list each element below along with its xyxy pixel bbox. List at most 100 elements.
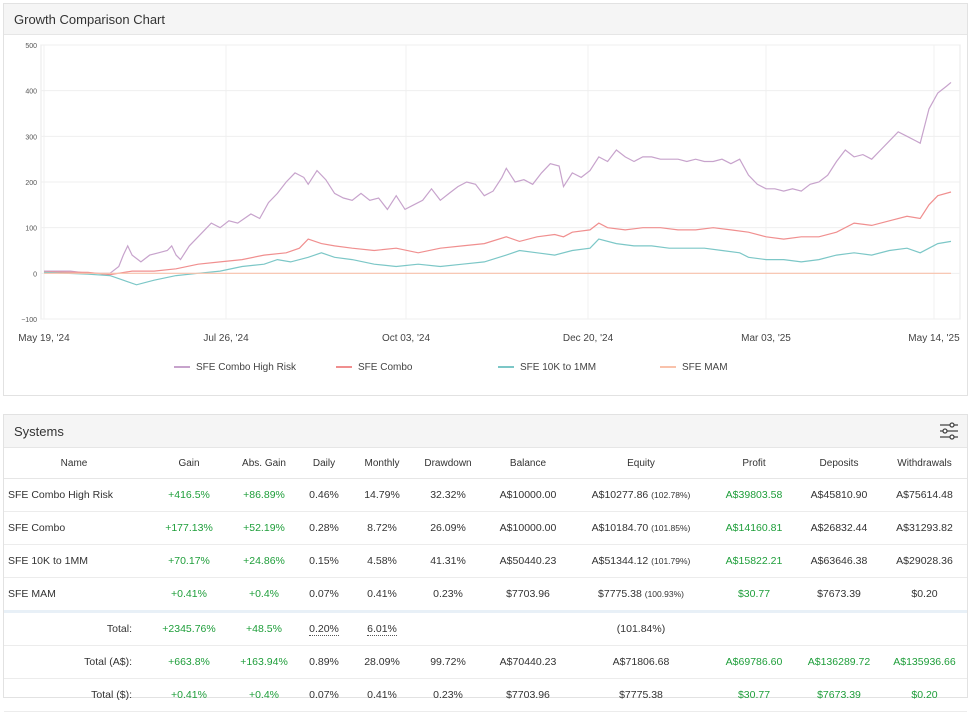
profit-cell: A$39803.58 <box>712 478 796 512</box>
total-drawdown <box>410 610 486 646</box>
total-profit: $30.77 <box>712 678 796 712</box>
total-deposits: $7673.39 <box>796 678 882 712</box>
total-equity: A$71806.68 <box>570 645 712 679</box>
daily-cell: 0.28% <box>294 511 354 545</box>
total-daily-value[interactable]: 0.20% <box>309 623 339 636</box>
deposits-cell: $7673.39 <box>796 577 882 612</box>
total-gain: +2345.76% <box>144 610 234 646</box>
monthly-cell: 14.79% <box>354 478 410 512</box>
x-tick-label: Jul 26, '24 <box>203 333 249 344</box>
table-row[interactable]: SFE Combo High Risk +416.5% +86.89% 0.46… <box>4 478 967 512</box>
deposits-cell: A$63646.38 <box>796 544 882 578</box>
system-name[interactable]: SFE MAM <box>4 577 144 612</box>
col-monthly[interactable]: Monthly <box>354 448 410 479</box>
total-drawdown: 99.72% <box>410 645 486 679</box>
total-abs-gain: +48.5% <box>234 610 294 646</box>
balance-cell: $7703.96 <box>486 577 570 612</box>
gain-cell: +0.41% <box>144 577 234 612</box>
daily-cell: 0.46% <box>294 478 354 512</box>
abs-gain-cell: +52.19% <box>234 511 294 545</box>
legend-item-0[interactable]: SFE Combo High Risk <box>174 362 296 373</box>
monthly-cell: 8.72% <box>354 511 410 545</box>
legend-label: SFE Combo <box>358 362 413 373</box>
total-monthly-value[interactable]: 6.01% <box>367 623 397 636</box>
col-daily[interactable]: Daily <box>294 448 354 479</box>
equity-value: A$10277.86 <box>591 489 649 501</box>
y-tick-label: 500 <box>25 43 37 50</box>
y-tick-label: 300 <box>25 134 37 141</box>
total-label: Total: <box>4 610 144 646</box>
total-label: Total (A$): <box>4 645 144 679</box>
col-equity[interactable]: Equity <box>570 448 712 479</box>
legend-item-3[interactable]: SFE MAM <box>660 362 728 373</box>
legend-swatch <box>498 366 514 369</box>
monthly-cell: 4.58% <box>354 544 410 578</box>
withdrawals-cell: A$31293.82 <box>882 511 967 545</box>
legend-item-2[interactable]: SFE 10K to 1MM <box>498 362 596 373</box>
col-abs-gain[interactable]: Abs. Gain <box>234 448 294 479</box>
total-gain: +0.41% <box>144 678 234 712</box>
total-deposits: A$136289.72 <box>796 645 882 679</box>
table-row[interactable]: SFE 10K to 1MM +70.17% +24.86% 0.15% 4.5… <box>4 544 967 578</box>
legend-swatch <box>336 366 352 369</box>
gain-cell: +177.13% <box>144 511 234 545</box>
total-gain: +663.8% <box>144 645 234 679</box>
deposits-cell: A$26832.44 <box>796 511 882 545</box>
col-gain[interactable]: Gain <box>144 448 234 479</box>
equity-cell: A$51344.12 (101.79%) <box>570 544 712 578</box>
withdrawals-cell: A$75614.48 <box>882 478 967 512</box>
total-daily[interactable]: 0.20% <box>294 610 354 646</box>
total-aud-row: Total (A$): +663.8% +163.94% 0.89% 28.09… <box>4 645 967 679</box>
balance-cell: A$10000.00 <box>486 478 570 512</box>
system-name[interactable]: SFE 10K to 1MM <box>4 544 144 578</box>
profit-cell: A$15822.21 <box>712 544 796 578</box>
legend-label: SFE MAM <box>682 362 728 373</box>
total-equity: $7775.38 <box>570 678 712 712</box>
total-profit <box>712 610 796 646</box>
legend-item-1[interactable]: SFE Combo <box>336 362 412 373</box>
col-profit[interactable]: Profit <box>712 448 796 479</box>
y-tick-label: 0 <box>33 271 37 278</box>
sliders-icon[interactable] <box>939 421 959 441</box>
total-daily: 0.89% <box>294 645 354 679</box>
series-line-0 <box>44 81 952 274</box>
x-tick-label: May 19, '24 <box>18 333 70 344</box>
col-balance[interactable]: Balance <box>486 448 570 479</box>
system-name[interactable]: SFE Combo <box>4 511 144 545</box>
series-line-1 <box>43 191 952 276</box>
x-tick-label: Oct 03, '24 <box>382 333 430 344</box>
profit-cell: $30.77 <box>712 577 796 612</box>
equity-percent: (101.85%) <box>651 523 691 533</box>
balance-cell: A$50440.23 <box>486 544 570 578</box>
x-tick-label: May 14, '25 <box>908 333 960 344</box>
system-name[interactable]: SFE Combo High Risk <box>4 478 144 512</box>
equity-value: $7775.38 <box>598 588 642 600</box>
col-deposits[interactable]: Deposits <box>796 448 882 479</box>
equity-percent: (102.78%) <box>651 490 691 500</box>
balance-cell: A$10000.00 <box>486 511 570 545</box>
systems-panel-header: Systems <box>4 415 967 448</box>
monthly-cell: 0.41% <box>354 577 410 612</box>
growth-chart[interactable]: 500 400 300 200 100 0 −100 May 19, '24 Jul 26, '… <box>4 35 967 355</box>
equity-cell: A$10277.86 (102.78%) <box>570 478 712 512</box>
abs-gain-cell: +24.86% <box>234 544 294 578</box>
table-row[interactable]: SFE Combo +177.13% +52.19% 0.28% 8.72% 2… <box>4 511 967 545</box>
gain-cell: +416.5% <box>144 478 234 512</box>
col-drawdown[interactable]: Drawdown <box>410 448 486 479</box>
total-label: Total ($): <box>4 678 144 712</box>
drawdown-cell: 26.09% <box>410 511 486 545</box>
series-line-2 <box>43 238 952 286</box>
total-withdrawals: $0.20 <box>882 678 967 712</box>
total-monthly[interactable]: 6.01% <box>354 610 410 646</box>
systems-table: Name Gain Abs. Gain Daily Monthly Drawdo… <box>4 448 967 712</box>
y-tick-label: −100 <box>21 317 37 324</box>
col-name[interactable]: Name <box>4 448 144 479</box>
col-withdrawals[interactable]: Withdrawals <box>882 448 967 479</box>
legend-label: SFE Combo High Risk <box>196 362 297 373</box>
table-row[interactable]: SFE MAM +0.41% +0.4% 0.07% 0.41% 0.23% $… <box>4 577 967 612</box>
equity-value: A$10184.70 <box>591 522 649 534</box>
total-usd-row: Total ($): +0.41% +0.4% 0.07% 0.41% 0.23… <box>4 678 967 712</box>
daily-cell: 0.15% <box>294 544 354 578</box>
abs-gain-cell: +86.89% <box>234 478 294 512</box>
total-daily: 0.07% <box>294 678 354 712</box>
